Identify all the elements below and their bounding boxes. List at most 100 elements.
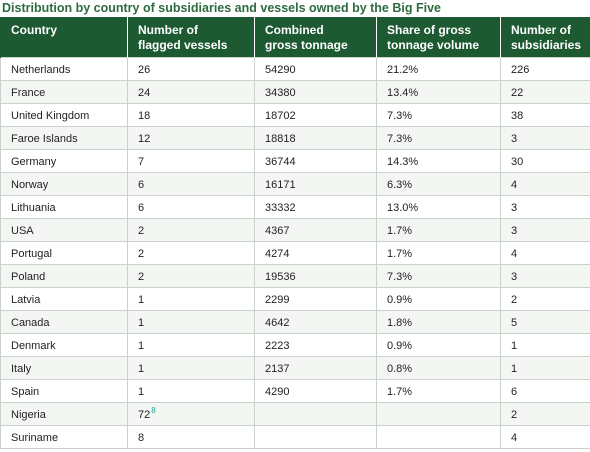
cell-flagged-vessels-value: 8	[138, 431, 145, 444]
cell-gross-tonnage: 2137	[254, 356, 377, 380]
cell-country-value: Germany	[11, 155, 57, 168]
cell-subsidiaries: 2	[500, 287, 590, 311]
cell-gross-tonnage-value: 2299	[265, 293, 290, 306]
cell-flagged-vessels: 18	[127, 103, 255, 127]
cell-tonnage-share: 1.7%	[376, 379, 501, 403]
cell-flagged-vessels: 7	[127, 149, 255, 173]
cell-country: Poland	[0, 264, 128, 288]
cell-country: France	[0, 80, 128, 104]
cell-gross-tonnage-value: 2137	[265, 362, 290, 375]
cell-country-value: Poland	[11, 270, 46, 283]
cell-subsidiaries-value: 2	[511, 293, 518, 306]
cell-flagged-vessels: 26	[127, 57, 255, 81]
cell-subsidiaries: 22	[500, 80, 590, 104]
cell-gross-tonnage: 18818	[254, 126, 377, 150]
cell-flagged-vessels-value: 2	[138, 270, 145, 283]
cell-tonnage-share: 0.9%	[376, 333, 501, 357]
cell-tonnage-share-value: 1.7%	[387, 247, 413, 260]
cell-tonnage-share-value: 14.3%	[387, 155, 419, 168]
cell-flagged-vessels-value: 18	[138, 109, 151, 122]
cell-flagged-vessels: 24	[127, 80, 255, 104]
cell-tonnage-share-value: 1.7%	[387, 385, 413, 398]
cell-gross-tonnage-value: 36744	[265, 155, 296, 168]
header-row: Country Number of flagged vessels Combine…	[0, 17, 590, 58]
cell-flagged-vessels: 728	[127, 402, 255, 426]
cell-flagged-vessels-value: 1	[138, 293, 145, 306]
cell-subsidiaries-value: 1	[511, 362, 518, 375]
cell-flagged-vessels: 1	[127, 333, 255, 357]
cell-gross-tonnage: 4290	[254, 379, 377, 403]
table-row: Suriname 8 4	[0, 425, 590, 449]
table-row: Netherlands 26 54290 21.2% 226	[0, 57, 590, 81]
cell-tonnage-share-value: 0.9%	[387, 293, 413, 306]
table-row: Norway 6 16171 6.3% 4	[0, 172, 590, 196]
cell-gross-tonnage: 54290	[254, 57, 377, 81]
cell-tonnage-share-value: 13.4%	[387, 86, 419, 99]
cell-gross-tonnage-value: 2223	[265, 339, 290, 352]
cell-tonnage-share-value: 7.3%	[387, 270, 413, 283]
cell-tonnage-share-value: 0.8%	[387, 362, 413, 375]
column-header-line: gross tonnage	[265, 38, 348, 52]
cell-flagged-vessels: 8	[127, 425, 255, 449]
cell-country: Portugal	[0, 241, 128, 265]
cell-gross-tonnage-value: 34380	[265, 86, 296, 99]
cell-tonnage-share: 1.8%	[376, 310, 501, 334]
column-header-line: Number of	[138, 23, 198, 37]
table-row: Germany 7 36744 14.3% 30	[0, 149, 590, 173]
cell-tonnage-share-value: 0.9%	[387, 339, 413, 352]
cell-flagged-vessels: 6	[127, 172, 255, 196]
cell-flagged-vessels-value: 1	[138, 316, 145, 329]
column-header-line: Share of gross	[387, 23, 472, 37]
cell-subsidiaries-value: 4	[511, 247, 518, 260]
cell-gross-tonnage-value: 19536	[265, 270, 296, 283]
cell-subsidiaries-value: 3	[511, 201, 518, 214]
cell-tonnage-share-value: 7.3%	[387, 132, 413, 145]
cell-subsidiaries-value: 30	[511, 155, 524, 168]
cell-gross-tonnage: 33332	[254, 195, 377, 219]
cell-country: Spain	[0, 379, 128, 403]
cell-flagged-vessels: 2	[127, 218, 255, 242]
column-header-gross-tonnage: Combined gross tonnage	[254, 17, 377, 58]
cell-country-value: Canada	[11, 316, 50, 329]
cell-flagged-vessels-value: 24	[138, 86, 151, 99]
cell-tonnage-share-value: 6.3%	[387, 178, 413, 191]
cell-flagged-vessels-value: 1	[138, 362, 145, 375]
column-header-subsidiaries: Number of subsidiaries	[500, 17, 590, 58]
cell-subsidiaries: 3	[500, 195, 590, 219]
cell-subsidiaries-value: 3	[511, 132, 518, 145]
cell-gross-tonnage-value: 4367	[265, 224, 290, 237]
cell-subsidiaries-value: 1	[511, 339, 518, 352]
cell-subsidiaries: 4	[500, 425, 590, 449]
cell-subsidiaries: 38	[500, 103, 590, 127]
cell-country-value: Denmark	[11, 339, 56, 352]
cell-subsidiaries: 5	[500, 310, 590, 334]
cell-country: Denmark	[0, 333, 128, 357]
cell-country: Faroe Islands	[0, 126, 128, 150]
cell-flagged-vessels-value: 12	[138, 132, 151, 145]
table-row: Lithuania 6 33332 13.0% 3	[0, 195, 590, 219]
cell-flagged-vessels-value: 72	[138, 408, 151, 421]
column-header-line: tonnage volume	[387, 38, 480, 52]
footnote-marker[interactable]: 8	[151, 405, 156, 415]
cell-subsidiaries-value: 5	[511, 316, 518, 329]
cell-gross-tonnage: 4642	[254, 310, 377, 334]
cell-subsidiaries: 1	[500, 333, 590, 357]
cell-tonnage-share: 7.3%	[376, 264, 501, 288]
cell-country-value: Suriname	[11, 431, 59, 444]
cell-subsidiaries-value: 22	[511, 86, 524, 99]
column-header-line: Country	[11, 23, 57, 37]
cell-country-value: Latvia	[11, 293, 41, 306]
cell-country-value: Netherlands	[11, 63, 71, 76]
cell-subsidiaries: 3	[500, 126, 590, 150]
table-row: Faroe Islands 12 18818 7.3% 3	[0, 126, 590, 150]
cell-gross-tonnage: 19536	[254, 264, 377, 288]
cell-country: Canada	[0, 310, 128, 334]
cell-subsidiaries: 226	[500, 57, 590, 81]
cell-gross-tonnage: 4367	[254, 218, 377, 242]
cell-flagged-vessels: 1	[127, 356, 255, 380]
cell-gross-tonnage-value: 54290	[265, 63, 296, 76]
cell-subsidiaries-value: 3	[511, 270, 518, 283]
cell-gross-tonnage-value: 16171	[265, 178, 296, 191]
cell-country: USA	[0, 218, 128, 242]
cell-flagged-vessels: 1	[127, 287, 255, 311]
